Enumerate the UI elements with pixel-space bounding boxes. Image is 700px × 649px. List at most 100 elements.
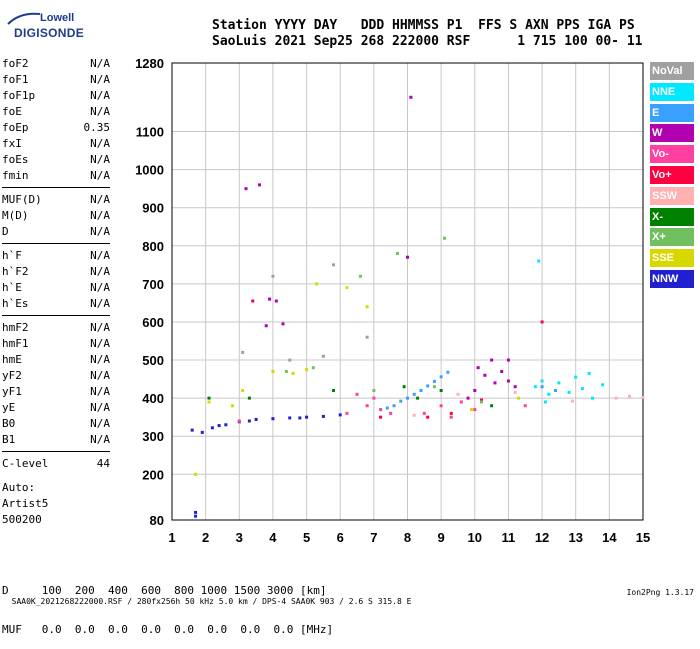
data-point-vo <box>449 415 453 419</box>
data-point-nne <box>543 400 547 404</box>
param-row: foEp 0.35 <box>2 120 110 136</box>
auto-label: Auto: <box>2 481 36 494</box>
data-point-w <box>483 373 487 377</box>
data-point-nnw <box>247 419 251 423</box>
data-point-x <box>443 236 447 240</box>
data-point-x <box>331 389 335 393</box>
data-point-nnw <box>190 428 194 432</box>
data-point-x <box>395 251 399 255</box>
data-point-nne <box>540 379 544 383</box>
data-point-x <box>358 274 362 278</box>
data-point-nne <box>567 390 571 394</box>
x-tick-label: 11 <box>502 530 516 545</box>
data-point-ssw <box>456 392 460 396</box>
data-point-w <box>406 255 409 259</box>
data-point-w <box>281 322 285 326</box>
data-point-nnw <box>194 514 198 518</box>
param-name: hmF1 <box>2 337 29 350</box>
data-point-w <box>268 297 272 301</box>
data-point-sse <box>315 282 319 286</box>
param-value: N/A <box>90 265 110 278</box>
data-point-w <box>409 95 413 99</box>
data-point-vo <box>523 404 527 408</box>
y-tick-label: 400 <box>142 391 164 406</box>
data-point-e <box>399 399 403 403</box>
data-point-noval <box>271 274 275 278</box>
param-value: N/A <box>90 417 110 430</box>
data-point-sse <box>345 286 349 290</box>
param-row: hmF2 N/A <box>2 320 110 336</box>
param-value: N/A <box>90 225 110 238</box>
param-name: h`F <box>2 249 22 262</box>
data-point-e <box>412 392 416 396</box>
data-point-x <box>207 396 211 400</box>
data-point-sse <box>231 404 235 408</box>
data-point-w <box>476 366 480 370</box>
param-value: N/A <box>90 337 110 350</box>
data-point-x <box>480 400 484 404</box>
param-row: hmF1 N/A <box>2 336 110 352</box>
param-row: foF1p N/A <box>2 88 110 104</box>
param-separator <box>2 187 110 188</box>
data-point-nne <box>547 392 551 396</box>
data-point-sse <box>271 369 275 373</box>
ionogram-chart: 1 2 3 4 5 6 7 8 9 10 11 12 13 14 158020030040050060070… <box>135 56 650 545</box>
data-point-sse <box>469 408 473 412</box>
data-point-w <box>506 379 510 383</box>
param-name: foF2 <box>2 57 29 70</box>
param-value: N/A <box>90 401 110 414</box>
param-row: h`F2 N/A <box>2 264 110 280</box>
data-point-x <box>490 404 494 408</box>
program-version: Ion2Png 1.3.17 <box>626 588 694 597</box>
param-name: fxI <box>2 137 22 150</box>
data-point-nne <box>574 375 578 379</box>
data-point-nne <box>580 387 584 391</box>
data-point-sse <box>194 472 198 476</box>
data-point-nnw <box>305 415 309 419</box>
data-point-sse <box>241 389 245 393</box>
param-separator <box>2 451 110 452</box>
y-tick-label: 1100 <box>136 125 164 140</box>
param-row: foF1 N/A <box>2 72 110 88</box>
param-name: B0 <box>2 417 16 430</box>
param-row: MUF(D) N/A <box>2 192 110 208</box>
x-tick-label: 2 <box>202 530 209 545</box>
param-name: h`Es <box>2 297 29 310</box>
data-point-x <box>416 396 420 400</box>
legend-item-x: X- <box>650 207 694 226</box>
y-tick-label: 900 <box>142 201 164 216</box>
param-name: foEp <box>2 121 29 134</box>
data-point-sse <box>291 371 295 375</box>
data-point-nnw <box>271 417 275 421</box>
data-point-nnw <box>194 510 198 514</box>
param-value: N/A <box>90 321 110 334</box>
param-row: C-level 44 <box>2 456 110 472</box>
data-point-vo <box>379 415 383 419</box>
param-row: foF2 N/A <box>2 56 110 72</box>
data-point-nnw <box>200 430 204 434</box>
legend-item-vo: Vo- <box>650 145 694 164</box>
polarization-legend: NoVal NNE E W Vo- Vo+ SSW X- X+ SSE NNW <box>650 62 694 291</box>
data-point-vo <box>355 392 359 396</box>
data-point-nnw <box>321 414 325 418</box>
data-point-ssw <box>513 390 517 394</box>
data-point-vo <box>251 299 255 303</box>
data-point-noval <box>288 358 292 362</box>
param-row: foE N/A <box>2 104 110 120</box>
data-point-x <box>311 366 315 370</box>
x-tick-label: 4 <box>269 530 277 545</box>
y-tick-label: 300 <box>142 429 164 444</box>
file-info-footer: SAA0K_2021268222000.RSF / 280fx256h 50 k… <box>2 588 698 615</box>
param-row: h`Es N/A <box>2 296 110 312</box>
data-point-vo <box>459 400 463 404</box>
data-point-ssw <box>570 399 574 403</box>
data-point-noval <box>331 263 335 267</box>
y-tick-label: 80 <box>150 513 164 528</box>
artist-version: Artist5 <box>2 497 49 510</box>
data-point-w <box>466 396 470 400</box>
data-point-w <box>274 299 278 303</box>
param-row: fxI N/A <box>2 136 110 152</box>
param-value: N/A <box>90 297 110 310</box>
data-point-nne <box>533 385 537 389</box>
param-row: D N/A <box>2 224 110 240</box>
